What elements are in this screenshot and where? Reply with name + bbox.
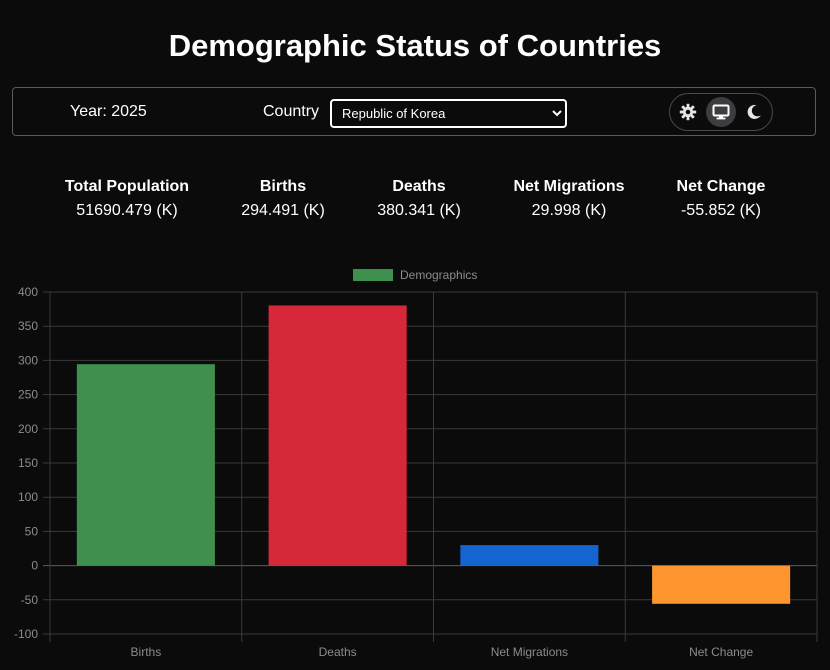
x-tick-label: Net Change — [689, 645, 753, 659]
bar-births — [76, 364, 215, 566]
legend-swatch — [353, 269, 393, 281]
x-tick-label: Births — [131, 645, 162, 659]
gear-icon — [679, 103, 697, 121]
y-tick-label: 0 — [31, 559, 38, 573]
stat-value: 51690.479 (K) — [76, 202, 178, 219]
y-tick-label: 300 — [18, 353, 38, 367]
stat-label: Net Migrations — [513, 178, 625, 195]
y-tick-label: 250 — [18, 388, 38, 402]
legend-label: Demographics — [400, 268, 477, 282]
bar-deaths — [268, 305, 407, 566]
y-tick-label: 400 — [18, 285, 38, 299]
y-tick-label: 200 — [18, 422, 38, 436]
bar-net-change — [652, 565, 791, 604]
page-title: Demographic Status of Countries — [168, 28, 662, 63]
stat-value: 380.341 (K) — [377, 202, 461, 219]
stat-label: Net Change — [676, 178, 766, 195]
x-tick-label: Deaths — [319, 645, 357, 659]
theme-dark-button[interactable] — [739, 97, 769, 127]
stat-value: -55.852 (K) — [680, 202, 762, 219]
demographics-bar-chart: 400 350 300 250 200 150 100 50 0 -50 -100 Births Dea… — [14, 268, 818, 659]
stat-label: Total Population — [64, 178, 190, 195]
stat-label: Deaths — [392, 178, 446, 195]
bar-net-migrations — [460, 545, 599, 566]
theme-system-button[interactable] — [706, 97, 736, 127]
y-tick-label: -50 — [21, 593, 39, 607]
y-tick-label: 50 — [25, 524, 39, 538]
country-select[interactable]: Republic of Korea — [330, 99, 567, 128]
year-label: Year: 2025 — [70, 103, 147, 120]
stat-net-migrations: Net Migrations 29.998 (K) — [494, 178, 644, 220]
stat-value: 29.998 (K) — [531, 202, 607, 219]
y-tick-label: 100 — [18, 490, 38, 504]
x-tick-label: Net Migrations — [491, 645, 568, 659]
moon-icon — [747, 104, 761, 119]
y-tick-label: 150 — [18, 456, 38, 470]
controls-bar: Year: 2025 Country Republic of Korea — [12, 87, 816, 136]
theme-light-button[interactable] — [673, 97, 703, 127]
stat-total-population: Total Population 51690.479 (K) — [52, 178, 202, 220]
theme-toggle-group — [669, 93, 773, 131]
stat-deaths: Deaths 380.341 (K) — [344, 178, 494, 220]
stat-births: Births 294.491 (K) — [208, 178, 358, 220]
stat-label: Births — [259, 178, 307, 195]
desktop-icon — [712, 104, 730, 120]
y-tick-label: -100 — [14, 627, 38, 641]
stat-value: 294.491 (K) — [241, 202, 325, 219]
stat-net-change: Net Change -55.852 (K) — [646, 178, 796, 220]
country-label: Country — [263, 103, 320, 120]
y-tick-label: 350 — [18, 319, 38, 333]
